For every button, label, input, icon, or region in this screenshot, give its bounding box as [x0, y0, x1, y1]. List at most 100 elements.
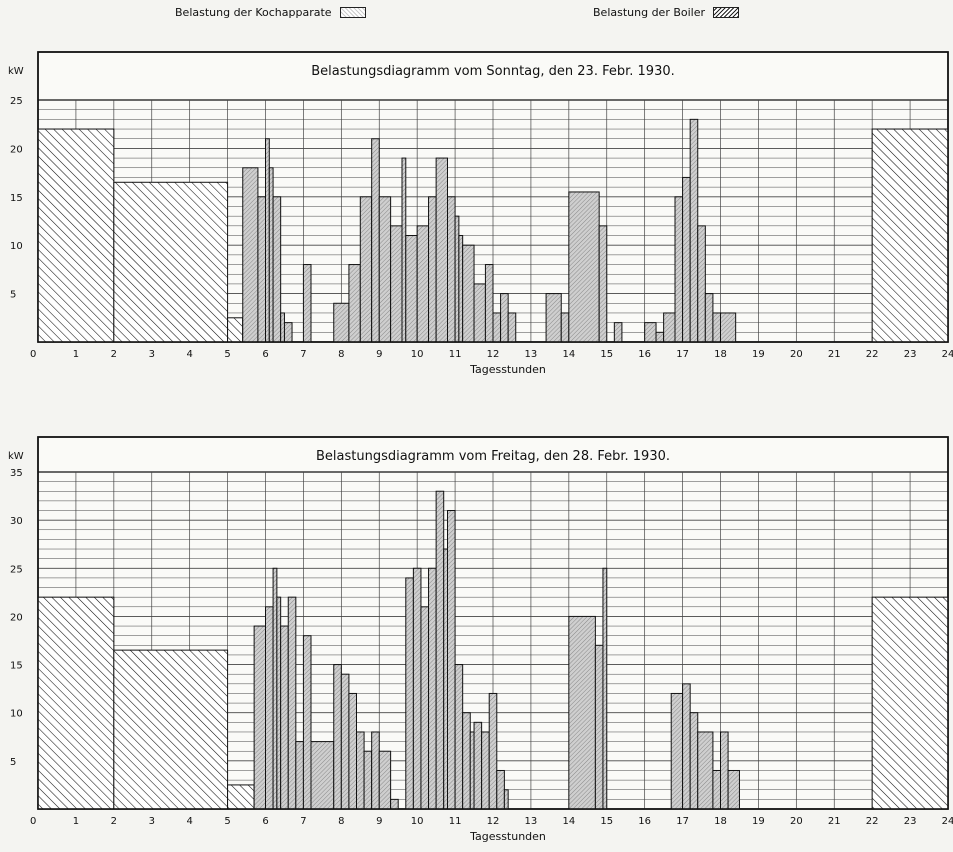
legend-label-kochapparate: Belastung der Kochapparate [175, 6, 332, 19]
kochapparate-bar [265, 138, 270, 343]
boiler-bar [37, 128, 115, 343]
y-tick-label: 25 [10, 96, 23, 107]
kochapparate-bar [280, 625, 289, 810]
x-tick-label: 11 [449, 349, 462, 360]
kochapparate-bar [568, 191, 600, 343]
x-tick-label: 11 [449, 816, 462, 827]
kochapparate-bar [443, 548, 449, 810]
x-tick-label: 14 [562, 349, 575, 360]
x-tick-label: 9 [376, 349, 382, 360]
kochapparate-bar [484, 264, 494, 343]
kochapparate-bar [454, 215, 460, 343]
kochapparate-bar [568, 615, 596, 810]
x-tick-label: 15 [600, 349, 613, 360]
kochapparate-bar [469, 731, 475, 810]
y-axis-label: kW [8, 451, 24, 462]
legend: Belastung der Kochapparate Belastung der… [0, 0, 953, 30]
kochapparate-bar [435, 157, 448, 343]
kochapparate-bar [333, 664, 342, 810]
x-tick-label: 13 [525, 816, 538, 827]
x-tick-label: 20 [790, 349, 803, 360]
x-tick-label: 3 [149, 816, 155, 827]
x-tick-label: 0 [30, 349, 36, 360]
y-tick-label: 5 [10, 290, 16, 301]
kochapparate-bar [428, 567, 437, 810]
kochapparate-bar [272, 567, 278, 810]
kochapparate-bar [473, 283, 486, 343]
x-tick-label: 7 [300, 816, 306, 827]
x-tick-label: 8 [338, 816, 344, 827]
x-tick-label: 12 [487, 816, 500, 827]
kochapparate-bar [359, 196, 373, 343]
kochapparate-bar [276, 596, 282, 810]
boiler-bar [871, 596, 949, 810]
x-axis-label: Tagesstunden [469, 830, 546, 843]
kochapparate-bar [310, 741, 335, 810]
kochapparate-bar [598, 225, 608, 343]
y-tick-label: 30 [10, 516, 23, 527]
kochapparate-bar [405, 235, 418, 343]
kochapparate-bar [378, 196, 392, 343]
x-tick-label: 14 [562, 816, 575, 827]
x-tick-label: 0 [30, 816, 36, 827]
kochapparate-bar [613, 322, 623, 343]
kochapparate-bar [390, 798, 399, 810]
x-tick-label: 9 [376, 816, 382, 827]
kochapparate-bar [496, 769, 505, 810]
legend-swatch-boiler [713, 7, 740, 18]
boiler-bar [871, 128, 949, 343]
kochapparate-bar [348, 264, 361, 343]
y-axis-label: kW [8, 66, 24, 77]
boiler-bar [113, 181, 229, 343]
kochapparate-bar [560, 312, 570, 343]
kochapparate-bar [704, 293, 714, 343]
kochapparate-bar [447, 196, 456, 343]
kochapparate-bar [390, 225, 403, 343]
kochapparate-bar [416, 225, 430, 343]
chart-freitag: Belastungsdiagramm vom Freitag, den 28. … [8, 436, 953, 843]
x-axis-label: Tagesstunden [469, 363, 546, 376]
kochapparate-bar [492, 312, 502, 343]
x-tick-label: 12 [487, 349, 500, 360]
x-tick-label: 22 [866, 349, 879, 360]
y-tick-label: 25 [10, 564, 23, 575]
x-tick-label: 2 [111, 816, 117, 827]
kochapparate-bar [507, 312, 517, 343]
kochapparate-bar [697, 225, 706, 343]
kochapparate-bar [697, 731, 714, 810]
y-tick-label: 15 [10, 661, 23, 672]
kochapparate-bar [727, 769, 740, 810]
kochapparate-bar [682, 176, 691, 343]
kochapparate-bar [287, 596, 297, 810]
y-tick-label: 20 [10, 144, 23, 155]
x-tick-label: 23 [904, 349, 917, 360]
x-tick-label: 24 [942, 349, 953, 360]
x-tick-label: 24 [942, 816, 953, 827]
kochapparate-bar [401, 157, 407, 343]
x-tick-label: 16 [638, 816, 651, 827]
kochapparate-bar [481, 731, 490, 810]
x-tick-label: 20 [790, 816, 803, 827]
kochapparate-bar [458, 235, 464, 343]
kochapparate-bar [435, 490, 445, 810]
x-tick-label: 18 [714, 816, 727, 827]
kochapparate-bar [712, 312, 722, 343]
kochapparate-bar [712, 769, 722, 810]
kochapparate-bar [340, 673, 350, 810]
legend-swatch-kochapparate [339, 7, 366, 18]
chart-title: Belastungsdiagramm vom Freitag, den 28. … [316, 449, 670, 464]
kochapparate-bar [420, 606, 430, 810]
x-tick-label: 1 [73, 816, 79, 827]
y-tick-label: 10 [10, 709, 23, 720]
kochapparate-bar [280, 312, 285, 343]
x-tick-label: 13 [525, 349, 538, 360]
kochapparate-bar [462, 712, 471, 810]
x-tick-label: 21 [828, 816, 841, 827]
kochapparate-bar [371, 731, 380, 810]
legend-item-kochapparate: Belastung der Kochapparate [175, 6, 366, 19]
y-tick-label: 10 [10, 241, 23, 252]
x-tick-label: 21 [828, 349, 841, 360]
x-tick-label: 17 [676, 816, 689, 827]
chart-title: Belastungsdiagramm vom Sonntag, den 23. … [311, 64, 675, 79]
y-tick-label: 15 [10, 193, 23, 204]
